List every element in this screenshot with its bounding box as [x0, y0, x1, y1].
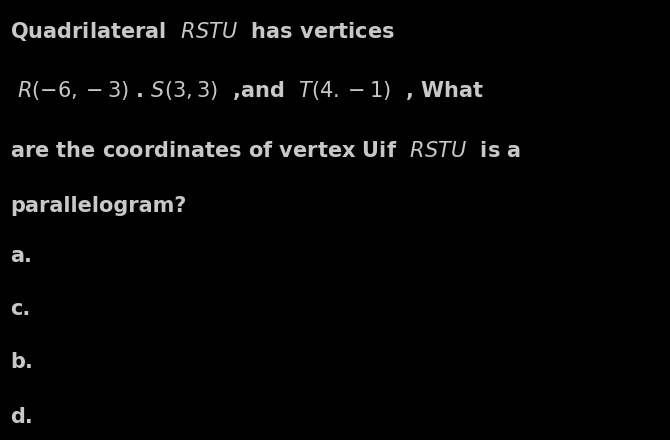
- Text: a.: a.: [10, 246, 32, 266]
- Text: b.: b.: [10, 352, 33, 372]
- Text: d.: d.: [10, 407, 33, 427]
- Text: $\mathit{R}(-6,-3)$ . $\mathit{S}(3,3)$  ,and  $\mathit{T}(4.-1)$  , What: $\mathit{R}(-6,-3)$ . $\mathit{S}(3,3)$ …: [10, 79, 484, 102]
- Text: Quadrilateral  $\mathit{RSTU}$  has vertices: Quadrilateral $\mathit{RSTU}$ has vertic…: [10, 20, 395, 43]
- Text: are the coordinates of vertex Uif  $\mathit{RSTU}$  is a: are the coordinates of vertex Uif $\math…: [10, 141, 521, 161]
- Text: c.: c.: [10, 299, 30, 319]
- Text: parallelogram?: parallelogram?: [10, 196, 186, 216]
